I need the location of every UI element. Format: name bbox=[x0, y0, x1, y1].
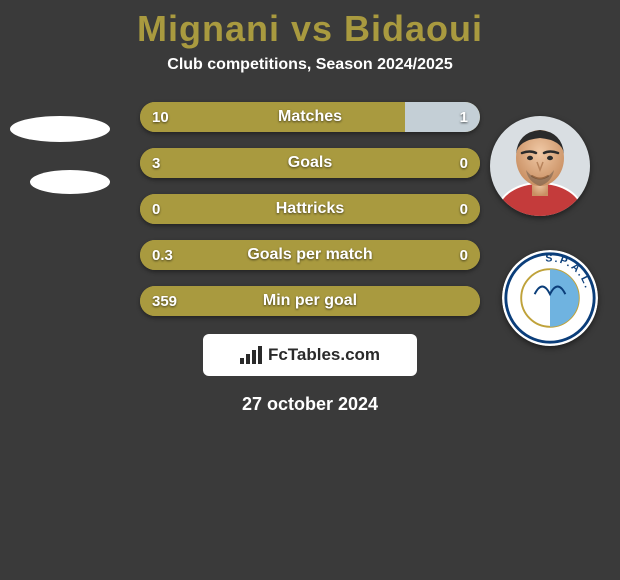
stats-area: S.P.A.L. Matches101Goals30Hattricks00Goa… bbox=[0, 102, 620, 316]
stat-bar-row: Matches101 bbox=[140, 102, 480, 132]
player-avatar bbox=[490, 116, 590, 216]
date-text: 27 october 2024 bbox=[0, 394, 620, 415]
bar-chart-icon bbox=[240, 346, 262, 364]
left-ellipse-2 bbox=[30, 170, 110, 194]
left-ellipse-1 bbox=[10, 116, 110, 142]
stat-bar-right-fill bbox=[405, 102, 480, 132]
comparison-infographic: Mignani vs Bidaoui Club competitions, Se… bbox=[0, 0, 620, 580]
stat-bar-row: Min per goal359 bbox=[140, 286, 480, 316]
stat-bar-left-fill bbox=[140, 286, 480, 316]
stat-bar-left-fill bbox=[140, 194, 480, 224]
page-title: Mignani vs Bidaoui bbox=[0, 0, 620, 50]
club-crest: S.P.A.L. bbox=[502, 250, 598, 346]
branding-text: FcTables.com bbox=[268, 345, 380, 365]
stat-bar-left-fill bbox=[140, 102, 405, 132]
branding-badge: FcTables.com bbox=[203, 334, 417, 376]
page-subtitle: Club competitions, Season 2024/2025 bbox=[0, 56, 620, 74]
stat-bars: Matches101 Goals30 Hattricks00 Goals per ma… bbox=[140, 102, 480, 316]
stat-bar-row: Goals per match0.30 bbox=[140, 240, 480, 270]
club-crest-svg: S.P.A.L. bbox=[502, 250, 598, 346]
stat-bar-row: Goals30 bbox=[140, 148, 480, 178]
stat-bar-left-fill bbox=[140, 240, 480, 270]
stat-bar-row: Hattricks00 bbox=[140, 194, 480, 224]
player-avatar-svg bbox=[490, 116, 590, 216]
stat-bar-left-fill bbox=[140, 148, 480, 178]
